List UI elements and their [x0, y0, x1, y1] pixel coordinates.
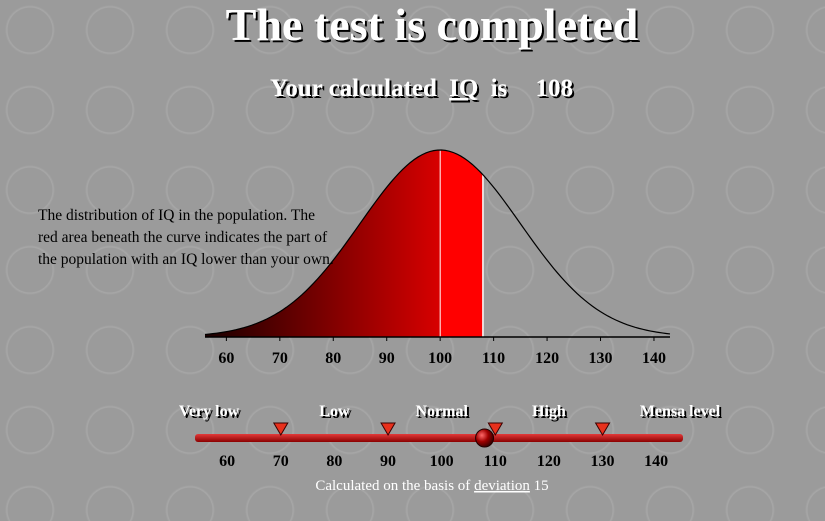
x-tick-label: 80: [325, 350, 341, 367]
scale-tick-label: 120: [537, 453, 561, 470]
footer-deviation: 15: [534, 478, 549, 494]
result-suffix: is: [491, 75, 508, 102]
scale-tick-label: 90: [380, 453, 396, 470]
description: The distribution of IQ in the population…: [38, 207, 334, 268]
x-tick-label: 70: [272, 350, 288, 367]
area-mean-to-score: [440, 150, 483, 337]
category-label: Low: [319, 403, 350, 420]
scale-tick-label: 60: [219, 453, 235, 470]
category-label: Very low: [179, 403, 240, 420]
footer-prefix: Calculated on the basis of: [315, 478, 470, 494]
iq-link[interactable]: IQ: [449, 75, 478, 102]
footer: Calculated on the basis of deviation 15: [315, 478, 548, 494]
category-label: Normal: [415, 403, 468, 420]
deviation-link[interactable]: deviation: [474, 478, 530, 494]
scale-tick-label: 110: [484, 453, 507, 470]
iq-scale: Very low Low Normal High Mensa level 60 70 80 90…: [179, 403, 721, 470]
x-tick-label: 90: [379, 350, 395, 367]
boundary-marker: [487, 422, 504, 436]
scale-tick-label: 130: [591, 453, 615, 470]
distribution-chart: 60 70 80 90 100 110 120 130 140: [204, 149, 671, 367]
x-tick-label: 100: [428, 350, 452, 367]
result-prefix: Your calculated: [270, 75, 437, 102]
result-value: 108: [536, 75, 574, 102]
x-tick-label: 140: [642, 350, 666, 367]
boundary-marker: [380, 422, 396, 436]
score-knob: [475, 428, 495, 448]
x-tick-label: 60: [218, 350, 234, 367]
boundary-marker: [594, 422, 611, 436]
area-below-mean: [205, 150, 441, 337]
category-label: Mensa level: [640, 403, 721, 420]
scale-tick-label: 140: [644, 453, 668, 470]
x-tick-label: 120: [535, 350, 559, 367]
title: The test is completed: [226, 0, 639, 50]
x-tick-label: 130: [589, 350, 613, 367]
boundary-marker: [272, 422, 289, 436]
category-label: High: [532, 403, 566, 420]
scale-tick-label: 80: [326, 453, 342, 470]
bell-curve: [204, 149, 671, 336]
scale-tick-label: 70: [273, 453, 289, 470]
x-tick-label: 110: [482, 350, 505, 367]
scale-bar: [195, 434, 683, 442]
scale-tick-label: 100: [430, 453, 454, 470]
result-line: Your calculated IQ is 108: [270, 75, 573, 102]
